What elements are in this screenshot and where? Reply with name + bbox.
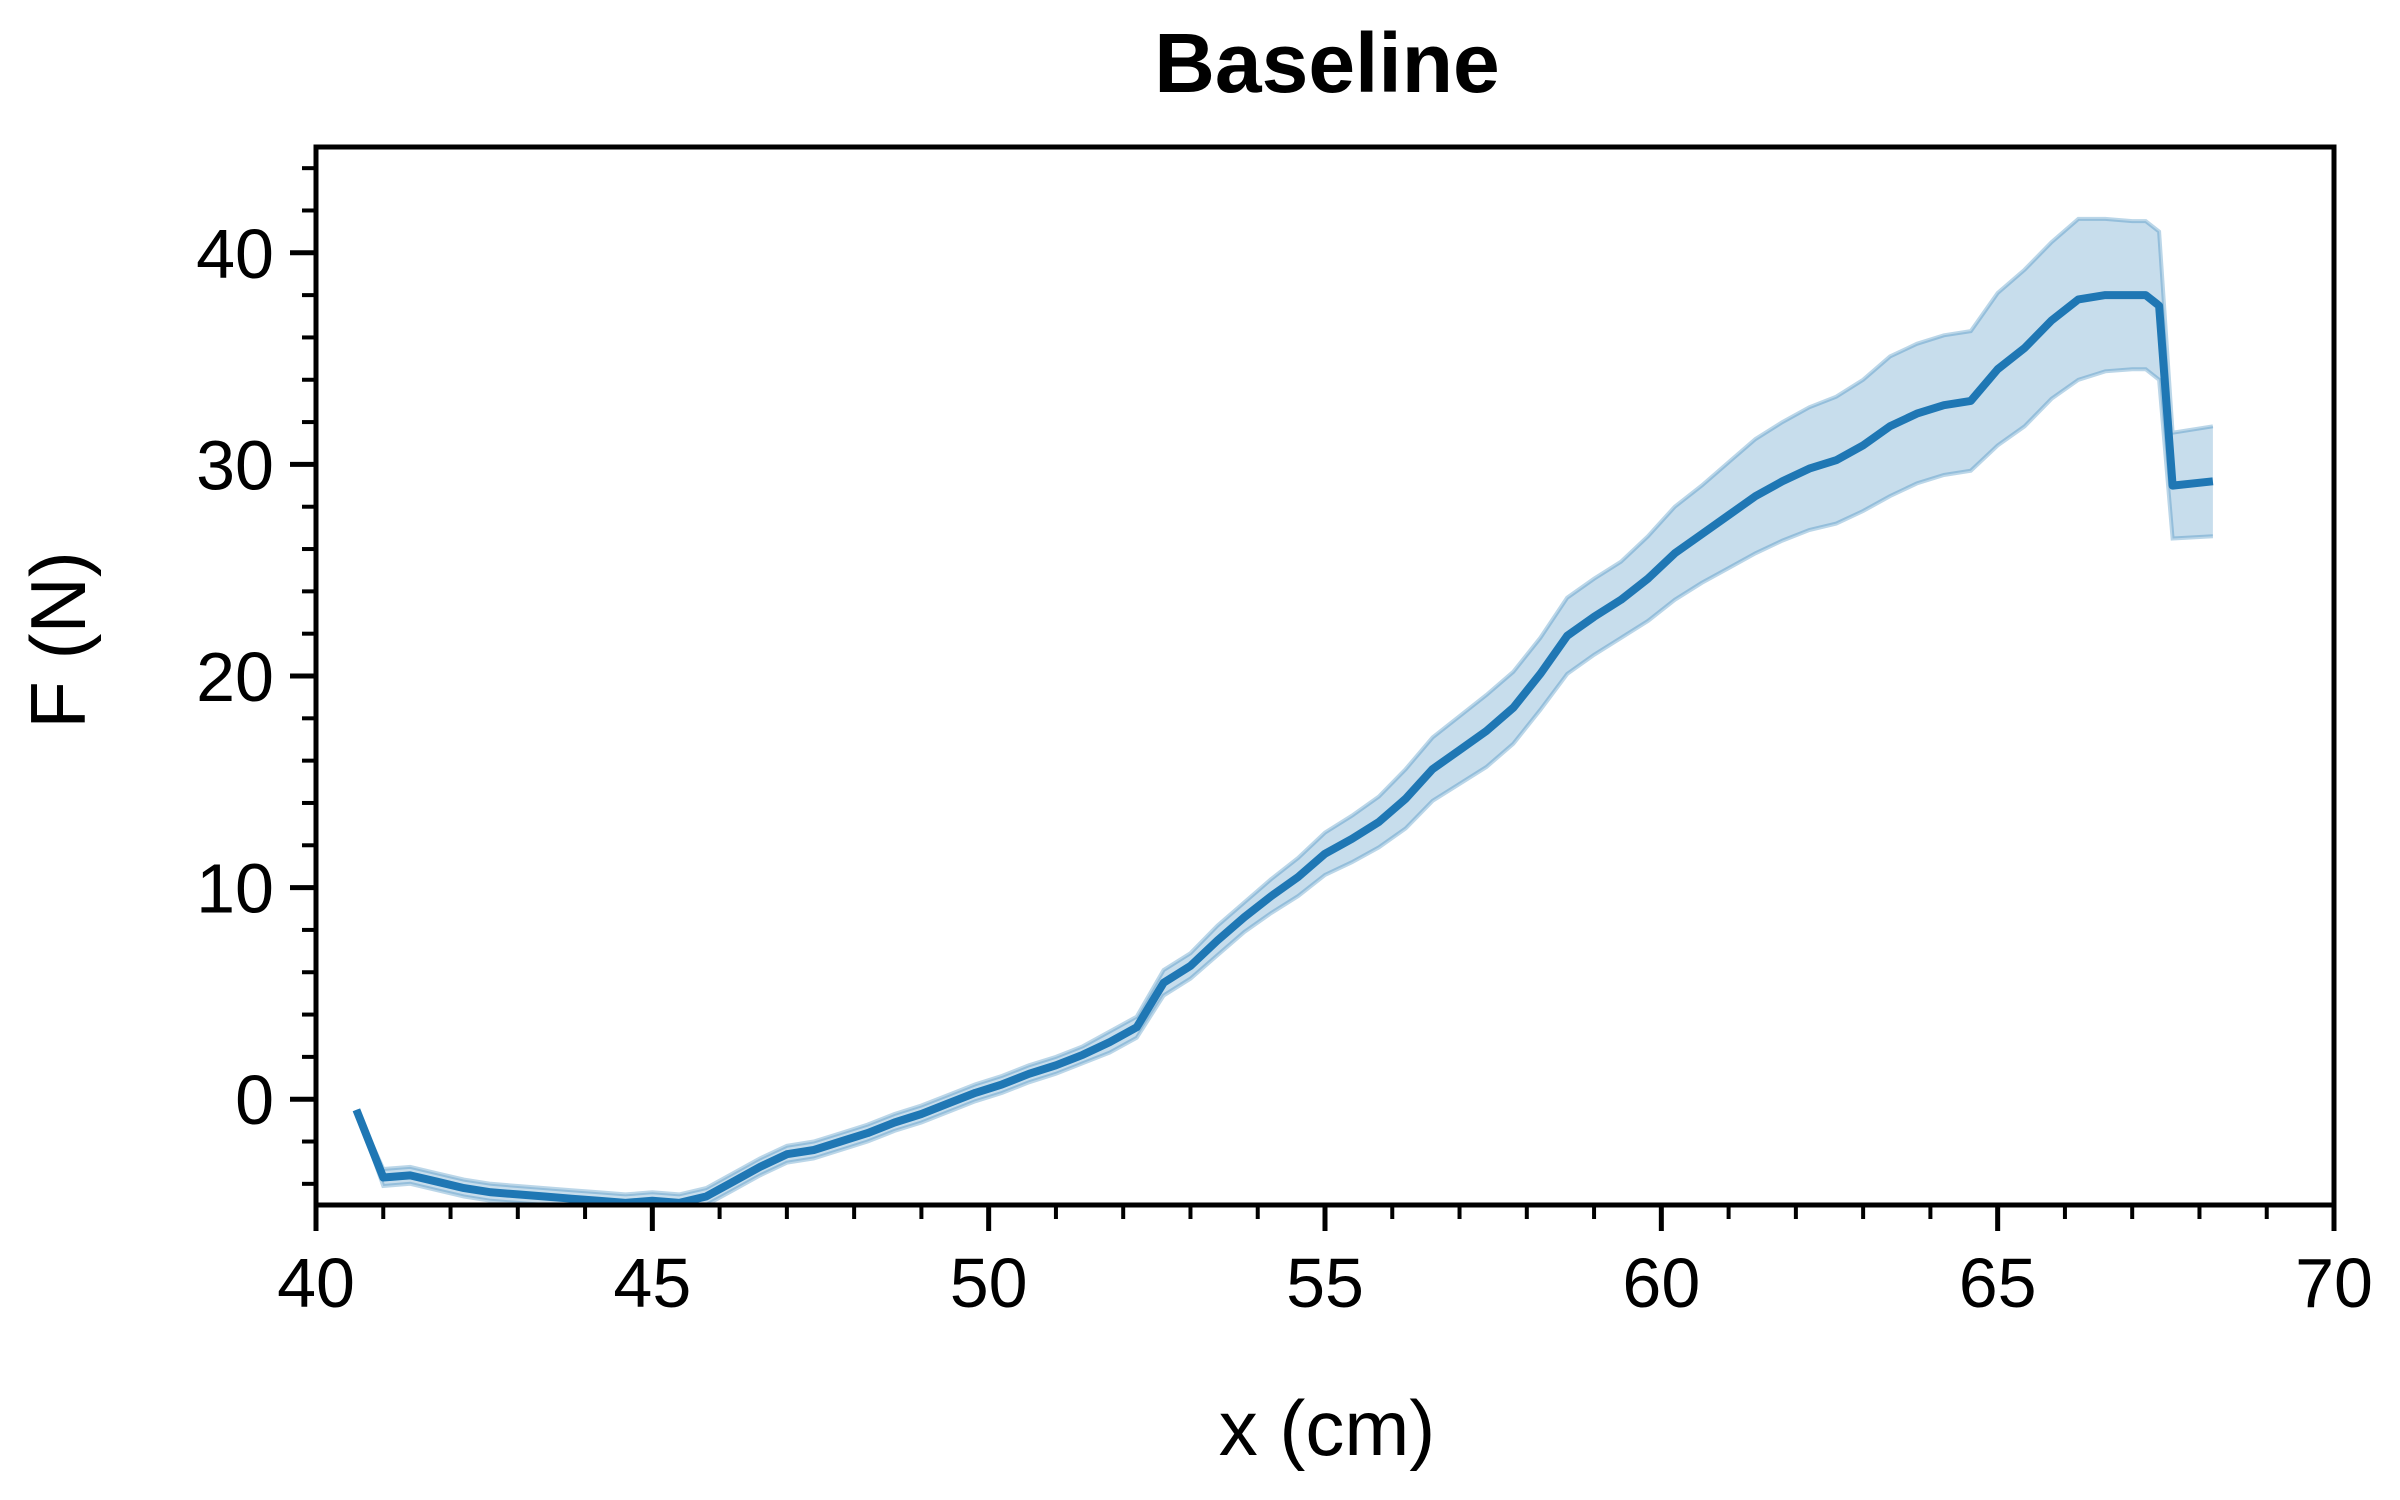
y-axis-label: F (N) <box>14 551 102 729</box>
y-tick-label: 30 <box>196 426 274 504</box>
mean-line <box>352 291 2214 1207</box>
plot-area <box>352 216 2214 1207</box>
x-tick-label: 60 <box>1622 1244 1700 1322</box>
y-tick-label: 10 <box>196 850 274 928</box>
x-tick-label: 70 <box>2295 1244 2373 1322</box>
chart-title: Baseline <box>1154 16 1500 110</box>
y-tick-label: 0 <box>235 1061 274 1139</box>
band-upper-edge <box>354 216 2214 1197</box>
y-tick-label: 20 <box>196 638 274 716</box>
x-tick-label: 50 <box>950 1244 1028 1322</box>
y-tick-label: 40 <box>196 215 274 293</box>
band-lower-edge <box>354 367 2214 1207</box>
x-tick-label: 45 <box>613 1244 691 1322</box>
x-axis-label: x (cm) <box>1219 1384 1436 1472</box>
x-tick-label: 65 <box>1959 1244 2037 1322</box>
confidence-band <box>356 218 2213 1205</box>
x-tick-label: 55 <box>1286 1244 1364 1322</box>
x-tick-label: 40 <box>277 1244 355 1322</box>
y-axis: 0 10 20 30 40 <box>196 166 316 1186</box>
x-axis: 40 45 50 55 60 65 70 <box>277 1205 2373 1322</box>
